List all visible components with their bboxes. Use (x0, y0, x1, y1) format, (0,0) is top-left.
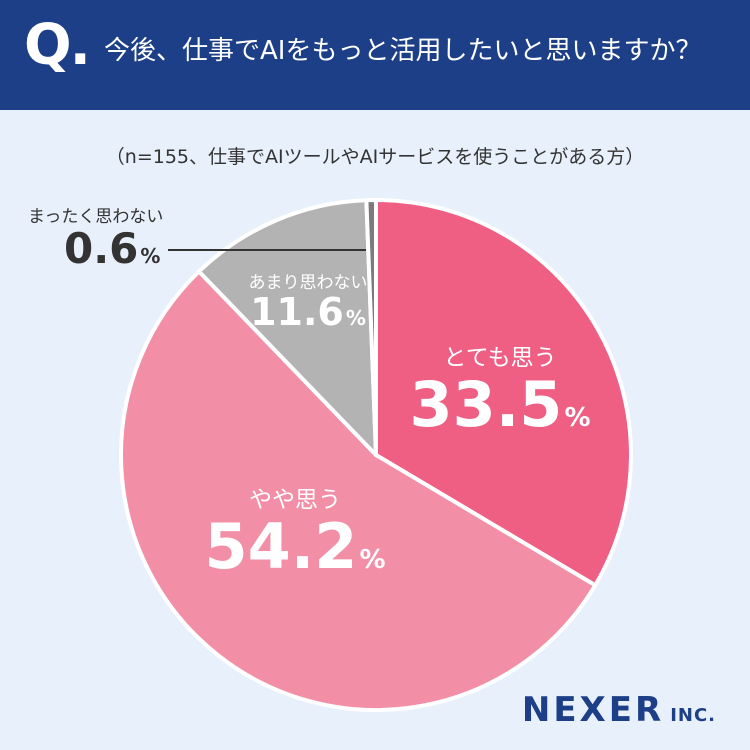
slice-value-1: 54.2% (204, 510, 386, 583)
question-mark: Q. (24, 13, 91, 78)
slice-label-0: とても思う 33.5% (405, 338, 595, 437)
question-title: 今後、仕事でAIをもっと活用したいと思いますか？ (104, 36, 702, 66)
slice-value-3: 0.6% (64, 224, 161, 273)
nexer-logo: NEXER INC. (521, 690, 716, 730)
slice-name-0: とても思う (443, 345, 557, 371)
slice-value-2: 11.6% (250, 290, 366, 334)
slice-label-1: やや思う 54.2% (190, 480, 400, 579)
slice-name-1: やや思う (249, 487, 341, 513)
pie-slice-3 (364, 198, 378, 457)
pie-slice-0 (374, 198, 633, 588)
slice-name-3: まったく思わない (28, 207, 164, 227)
slice-label-3: まったく思わない 0.6% (28, 202, 198, 271)
slice-label-2: あまり思わない 11.6% (228, 268, 388, 333)
slice-value-0: 33.5% (409, 368, 591, 441)
slice-name-2: あまり思わない (248, 273, 368, 293)
pie-slice-1 (119, 269, 598, 713)
question-header: Q. 今後、仕事でAIをもっと活用したいと思いますか？ (0, 0, 750, 110)
sample-note: （n=155、仕事でAIツールやAIサービスを使うことがある方） (105, 146, 645, 168)
pie-slice-2 (196, 198, 378, 457)
